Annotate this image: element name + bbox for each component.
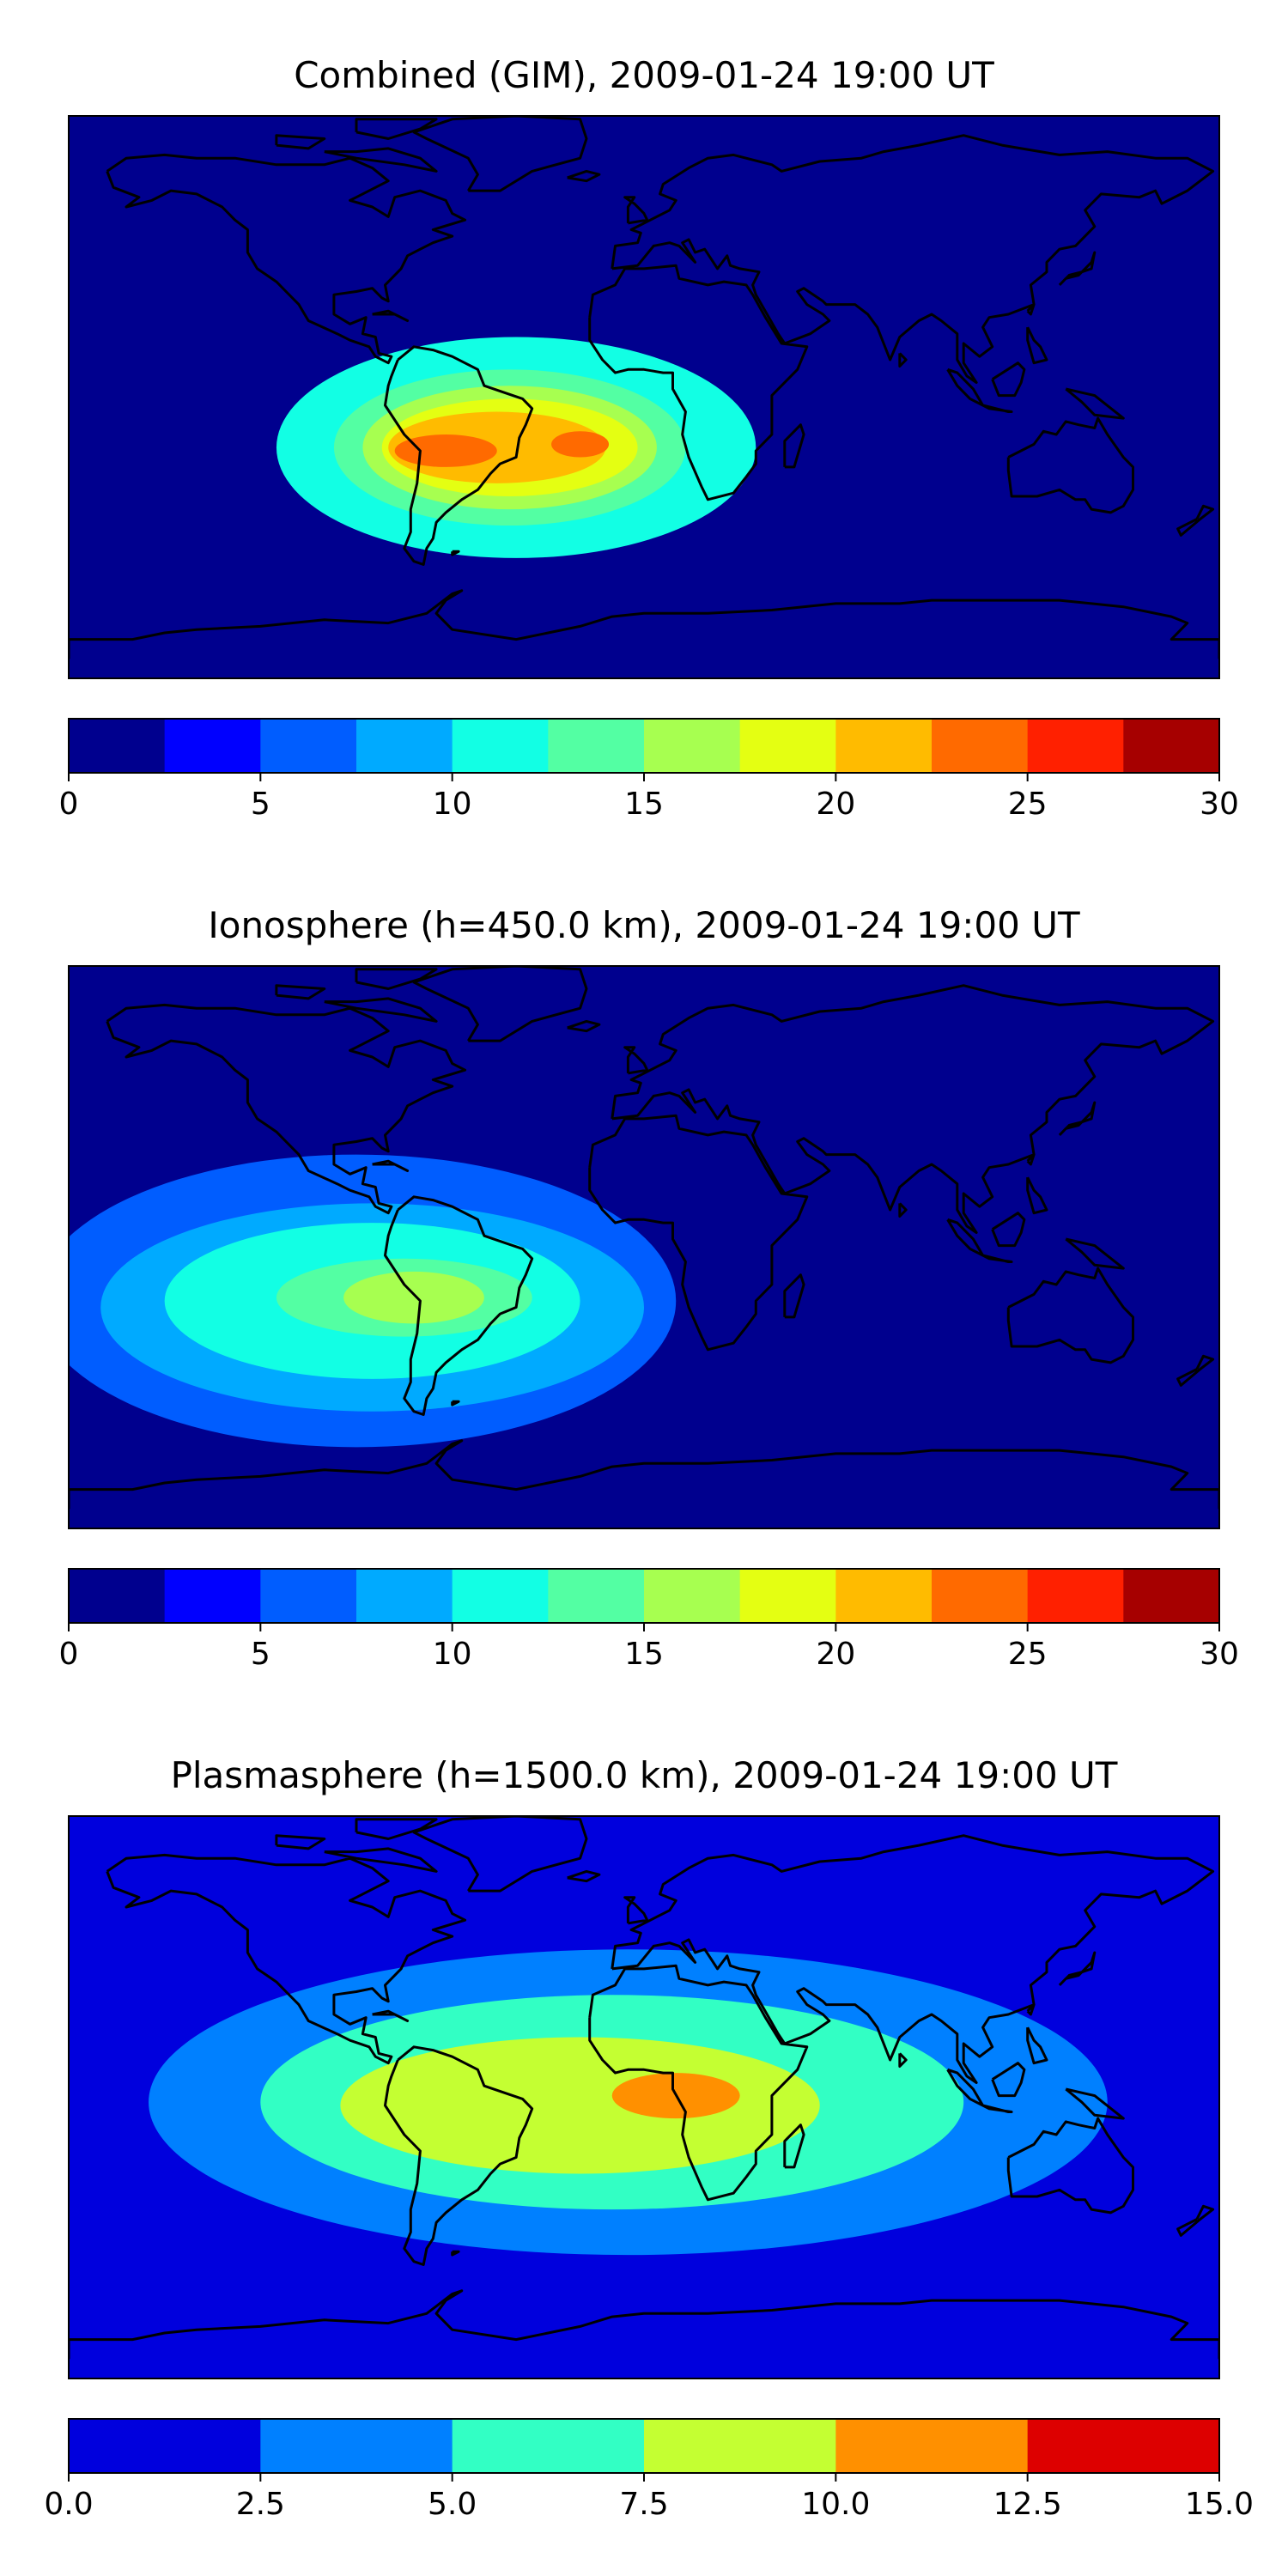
contour-band <box>340 2037 820 2174</box>
map-frame <box>68 965 1220 1529</box>
colorbar-segment <box>835 719 933 773</box>
colorbar-segment <box>452 719 549 773</box>
map-area <box>69 1816 1219 2379</box>
colorbar-segment <box>164 719 261 773</box>
colorbar-segment <box>739 719 836 773</box>
colorbar-segment <box>644 2419 836 2473</box>
contour-band <box>551 431 610 458</box>
colorbar-ticks: 0 5 10 15 20 25 30 <box>59 1623 1239 1672</box>
map-area <box>69 116 1219 678</box>
colorbar-segment <box>1027 2419 1220 2473</box>
colorbar-segment <box>260 1569 357 1623</box>
colorbar-tick-label: 7.5 <box>619 2487 668 2522</box>
colorbar-segment <box>1123 719 1220 773</box>
colorbar-segment <box>1123 1569 1220 1623</box>
colorbar-tick-label: 15 <box>624 1637 664 1672</box>
colorbar-ticks: 0 5 10 15 20 25 30 <box>59 773 1239 822</box>
colorbar-segment <box>644 719 741 773</box>
colorbar-segment <box>835 1569 933 1623</box>
coastlines <box>69 966 1219 1510</box>
coastlines <box>69 1816 1219 2360</box>
colorbar-segment <box>356 1569 453 1623</box>
colorbar-segment <box>452 1569 549 1623</box>
chart-title: Ionosphere (h=450.0 km), 2009-01-24 19:0… <box>208 904 1080 946</box>
colorbar-segment <box>548 719 645 773</box>
colorbar-tick-label: 30 <box>1200 787 1239 822</box>
colorbar-tick-label: 2.5 <box>236 2487 285 2522</box>
colorbar-segment <box>1027 719 1124 773</box>
colorbar-segment <box>260 2419 453 2473</box>
colorbar-segment <box>356 719 453 773</box>
colorbar-tick-label: 0 <box>59 787 79 822</box>
colorbar-tick-label: 5.0 <box>428 2487 477 2522</box>
colorbar-tick-label: 15 <box>624 787 664 822</box>
map-area <box>69 966 1219 1528</box>
colorbar-segment <box>644 1569 741 1623</box>
map-frame <box>68 115 1220 679</box>
coastlines <box>69 116 1219 659</box>
colorbar-segment <box>835 2419 1029 2473</box>
contour-bands <box>149 1949 1108 2256</box>
colorbar-segment <box>69 719 166 773</box>
chart-title: Combined (GIM), 2009-01-24 19:00 UT <box>294 54 994 96</box>
plasmasphere-panel: Plasmasphere (h=1500.0 km), 2009-01-24 1… <box>44 1754 1254 2522</box>
combined-gim-panel: Combined (GIM), 2009-01-24 19:00 UT 0 5 10… <box>59 54 1239 822</box>
colorbar-tick-label: 0.0 <box>44 2487 93 2522</box>
colorbar-tick-label: 10 <box>433 787 472 822</box>
contour-band <box>343 1271 484 1324</box>
contour-bands <box>69 1154 677 1448</box>
ionosphere-panel: Ionosphere (h=450.0 km), 2009-01-24 19:0… <box>59 904 1239 1672</box>
colorbar-segment <box>452 2419 645 2473</box>
colorbar-tick-label: 25 <box>1008 787 1048 822</box>
contour-bands <box>276 337 756 558</box>
colorbar-segment <box>69 1569 166 1623</box>
colorbar-segment <box>932 719 1029 773</box>
map-frame <box>68 1815 1220 2379</box>
colorbar-segment <box>548 1569 645 1623</box>
colorbar-segment <box>932 1569 1029 1623</box>
colorbar-ticks: 0.0 2.5 5.0 7.5 10.0 12.5 15.0 <box>44 2473 1254 2522</box>
colorbar-tick-label: 5 <box>251 1637 270 1672</box>
colorbar-tick-label: 30 <box>1200 1637 1239 1672</box>
colorbar-tick-label: 10 <box>433 1637 472 1672</box>
colorbar-tick-label: 25 <box>1008 1637 1048 1672</box>
colorbar-tick-label: 12.5 <box>993 2487 1062 2522</box>
colorbar-tick-label: 20 <box>816 787 855 822</box>
colorbar-segment <box>69 2419 261 2473</box>
colorbar <box>69 2419 1220 2473</box>
colorbar-segment <box>1027 1569 1124 1623</box>
colorbar <box>69 719 1220 773</box>
colorbar-tick-label: 0 <box>59 1637 79 1672</box>
colorbar-tick-label: 20 <box>816 1637 855 1672</box>
colorbar-segment <box>164 1569 261 1623</box>
colorbar-tick-label: 10.0 <box>801 2487 870 2522</box>
colorbar-tick-label: 15.0 <box>1185 2487 1254 2522</box>
colorbar <box>69 1569 1220 1623</box>
colorbar-tick-label: 5 <box>251 787 270 822</box>
chart-title: Plasmasphere (h=1500.0 km), 2009-01-24 1… <box>171 1754 1118 1796</box>
colorbar-segment <box>739 1569 836 1623</box>
colorbar-segment <box>260 719 357 773</box>
